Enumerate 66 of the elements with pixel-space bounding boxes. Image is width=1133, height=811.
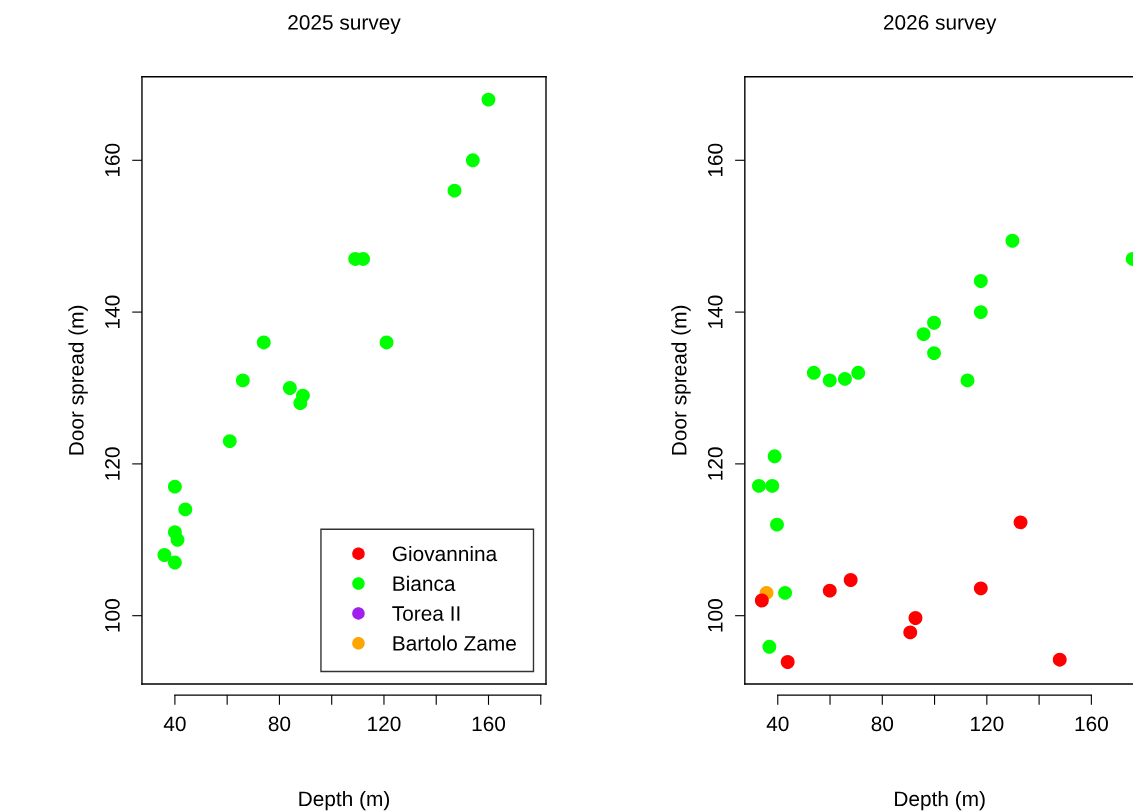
y-axis-title: Door spread (m) <box>671 305 691 455</box>
point <box>822 583 837 598</box>
point <box>822 373 837 388</box>
chart-title: 2026 survey <box>883 15 997 34</box>
point <box>916 327 931 342</box>
point <box>1013 515 1028 530</box>
point <box>170 532 185 547</box>
y-tick-label: 100 <box>105 599 120 632</box>
point <box>481 92 496 107</box>
point <box>1052 652 1067 667</box>
x-tick-label: 160 <box>472 716 506 732</box>
point <box>765 478 780 493</box>
y-tick-label: 160 <box>105 143 120 177</box>
point <box>927 346 941 361</box>
point <box>256 335 271 350</box>
point <box>837 371 852 386</box>
point <box>178 502 193 517</box>
legend-label: Bartolo Zame <box>393 635 516 651</box>
x-axis-title: Depth (m) <box>299 790 389 811</box>
point <box>973 274 988 288</box>
point <box>843 573 858 587</box>
point <box>754 593 769 608</box>
y-tick-label: 120 <box>707 447 723 480</box>
y-tick-label: 140 <box>707 295 723 328</box>
point <box>157 548 172 562</box>
y-tick-label: 140 <box>105 295 120 328</box>
point <box>762 639 777 654</box>
y-tick-label: 120 <box>105 447 120 480</box>
point <box>908 611 923 625</box>
point <box>780 655 795 669</box>
point <box>903 625 918 640</box>
point <box>222 434 237 449</box>
point <box>379 335 394 350</box>
point <box>960 373 975 388</box>
x-tick-label: 40 <box>766 716 789 732</box>
point <box>235 373 250 388</box>
point <box>1005 233 1020 248</box>
point <box>447 183 462 198</box>
point <box>282 381 297 395</box>
legend-label: Giovannina <box>392 545 498 562</box>
point <box>973 581 988 596</box>
y-tick-label: 100 <box>707 599 723 632</box>
x-tick-label: 120 <box>368 716 401 732</box>
x-tick-label: 80 <box>871 716 894 732</box>
point <box>767 449 782 464</box>
point <box>167 479 182 494</box>
point <box>770 517 784 532</box>
point <box>973 305 988 320</box>
x-axis-title: Depth (m) <box>895 790 985 811</box>
x-tick-label: 40 <box>163 716 186 732</box>
y-tick-label: 160 <box>707 143 723 177</box>
point <box>167 555 182 570</box>
chart-title: 2025 survey <box>288 15 401 34</box>
legend-label: Torea II <box>392 606 460 621</box>
point <box>465 153 480 168</box>
x-tick-label: 160 <box>1075 716 1108 732</box>
legend-label: Bianca <box>393 575 456 592</box>
y-axis-title: Door spread (m) <box>68 305 88 455</box>
point <box>293 396 308 411</box>
point <box>778 585 793 600</box>
x-tick-label: 120 <box>971 716 1004 732</box>
point <box>752 478 766 493</box>
point <box>806 365 821 380</box>
point <box>851 365 866 380</box>
x-tick-label: 80 <box>268 716 291 732</box>
point <box>927 315 941 330</box>
